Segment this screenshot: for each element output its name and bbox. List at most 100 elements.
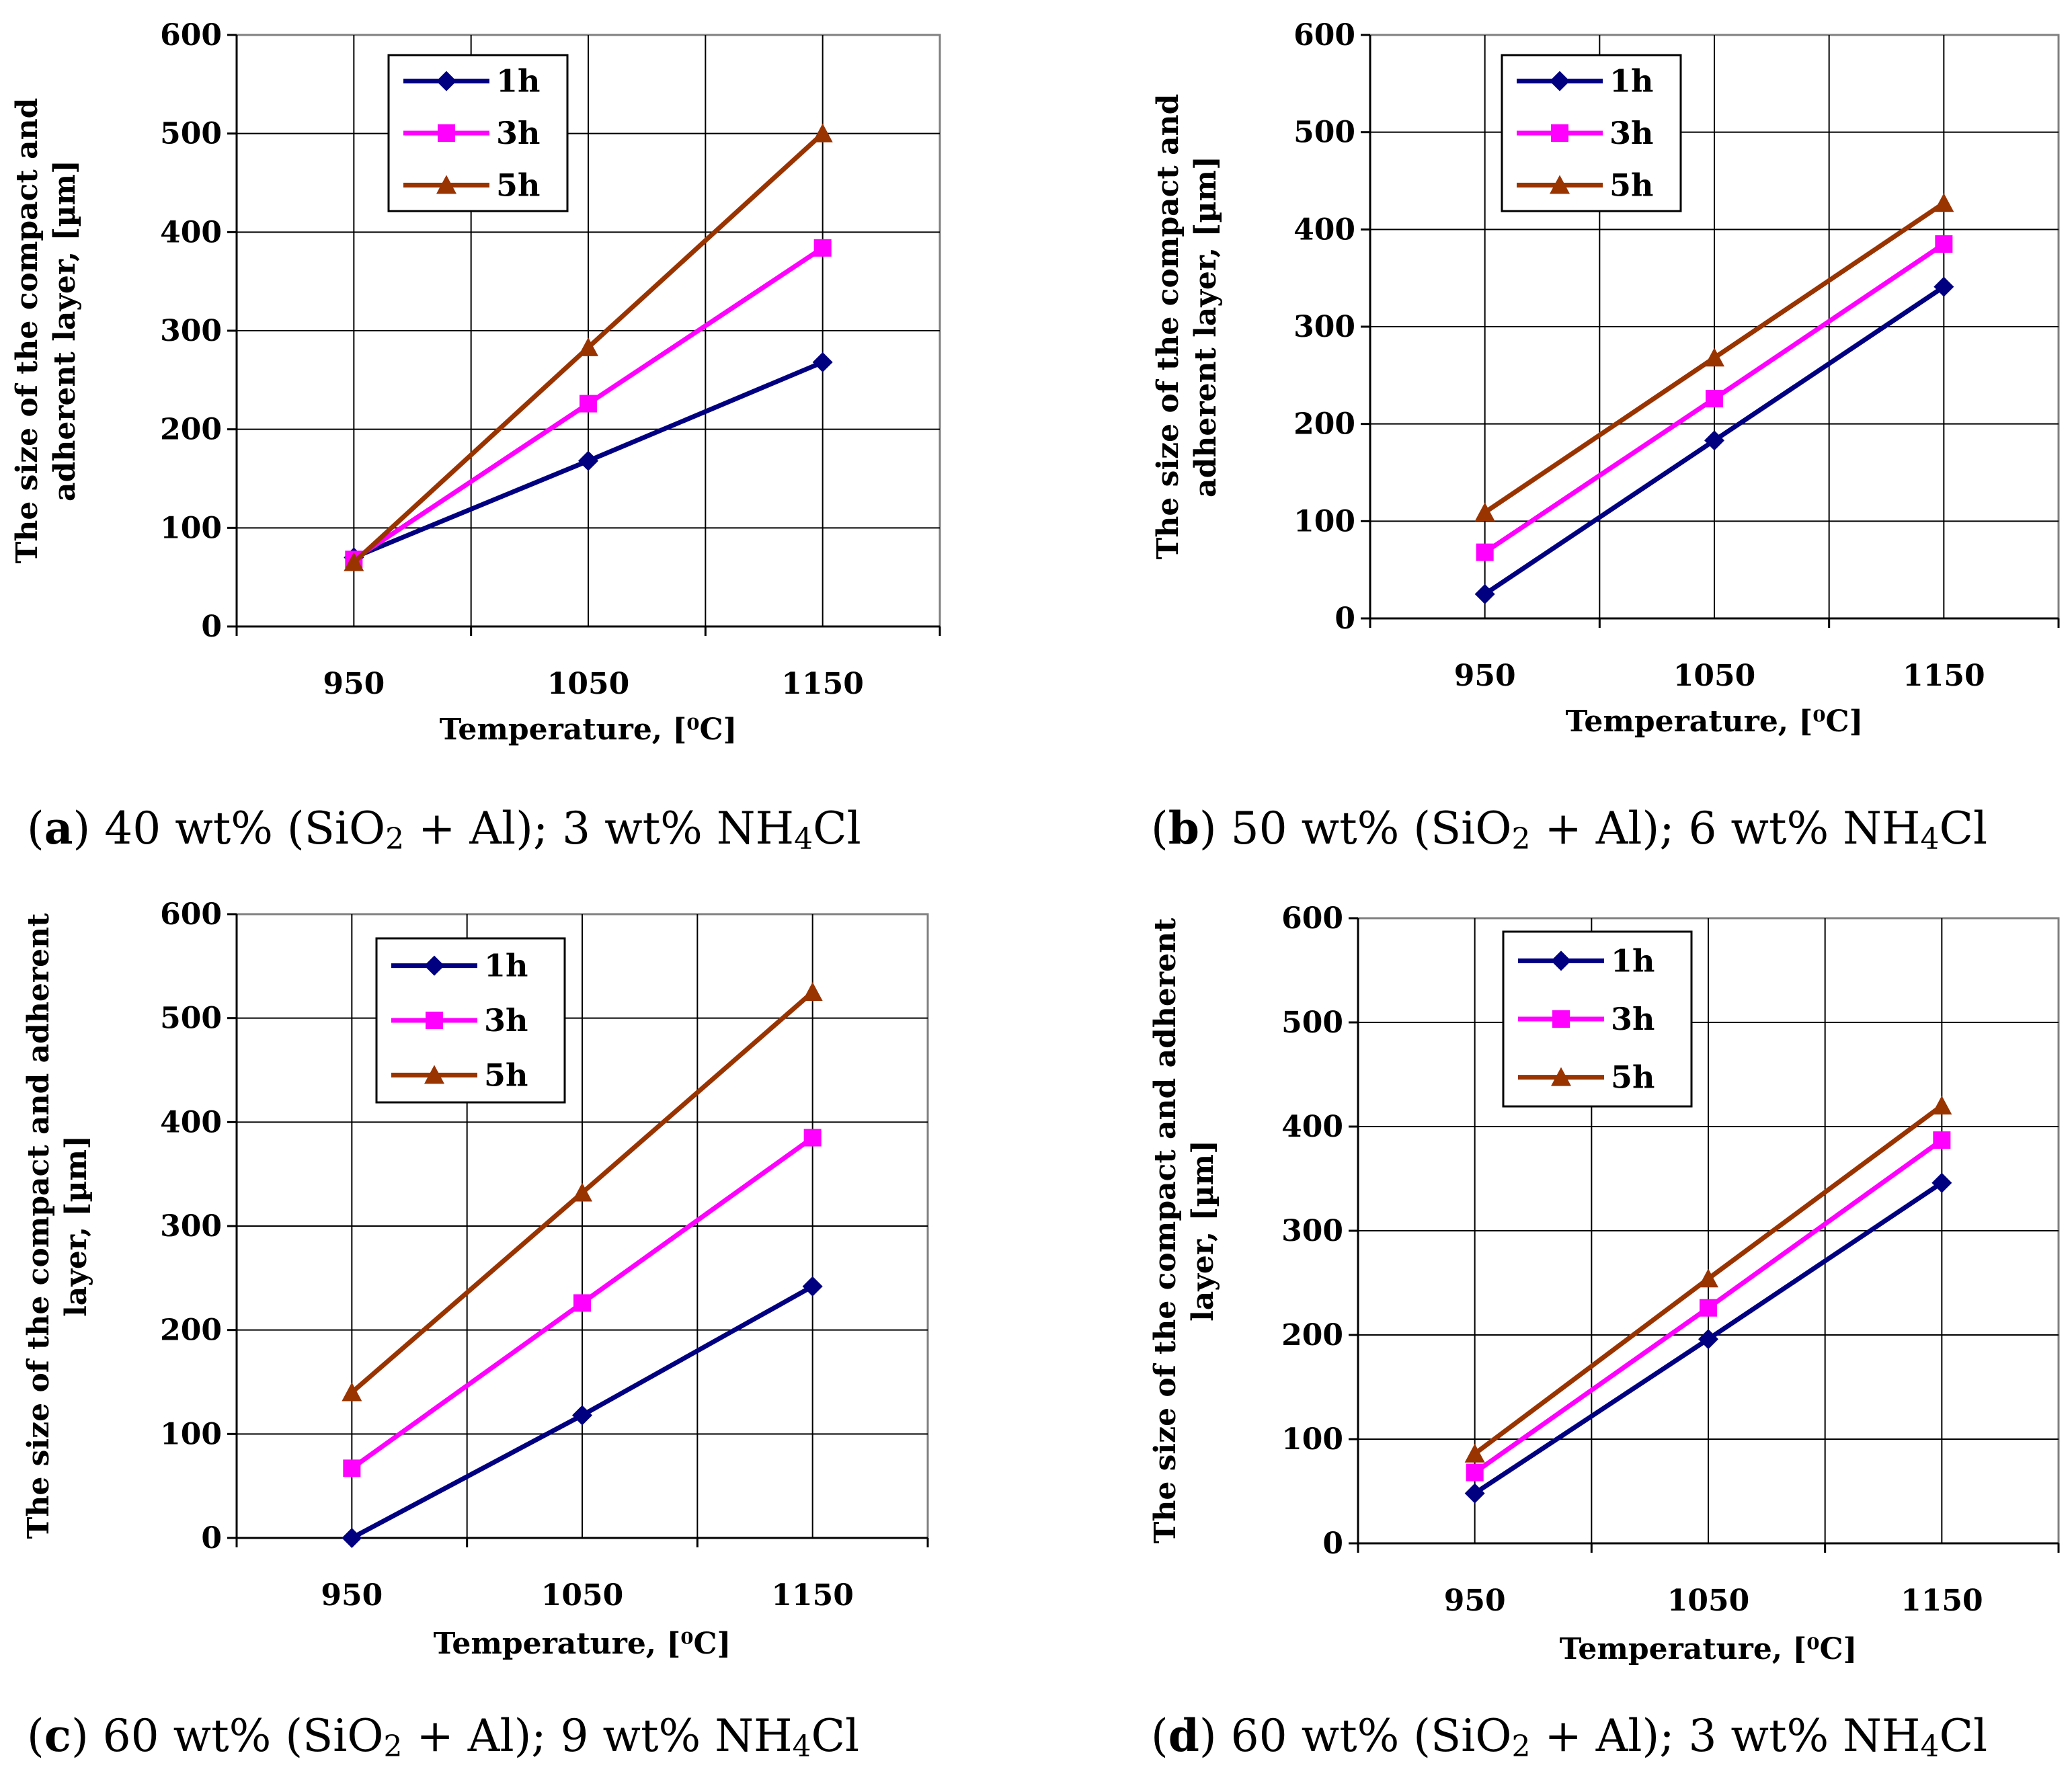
legend-label: 3h [1609,115,1653,151]
x-tick-label: 1150 [781,667,863,701]
data-point-5h [1698,1268,1718,1288]
data-point-5h [1464,1443,1485,1463]
y-tick-label: 300 [1281,1214,1343,1248]
y-tick-label: 200 [160,413,222,447]
data-point-1h [578,450,598,471]
y-tick-label: 500 [1293,116,1355,150]
data-point-5h [572,1182,592,1202]
caption-subscript: 2 [1512,1730,1531,1764]
y-tick-label: 0 [1334,602,1355,636]
data-point-5h [802,982,823,1001]
data-point-1h [1704,430,1724,451]
legend: 1h 3h 5h [387,54,569,212]
y-axis-title: The size of the compact and [1151,94,1185,560]
legend-marker [1550,71,1570,91]
data-point-5h [344,552,364,571]
legend-label: 1h [496,63,540,99]
data-point-5h [1931,1096,1952,1114]
y-axis-title: layer, [µm] [1186,1140,1220,1322]
legend-marker [436,71,456,91]
x-tick-label: 950 [323,667,385,701]
data-point-5h [1704,348,1724,367]
y-tick-label: 300 [160,1209,222,1244]
data-point-3h [573,1294,591,1312]
x-axis-title: Temperature, [⁰C] [1566,704,1864,739]
data-point-3h [1706,390,1723,408]
legend: 1h 3h 5h [1501,54,1682,212]
y-axis-title: adherent layer, [µm] [1189,156,1223,497]
caption-paren: ) [71,1710,89,1762]
x-axis-title: Temperature, [⁰C] [1560,1632,1858,1666]
series-5h [1474,193,1954,522]
legend-label: 5h [1611,1059,1655,1096]
caption-subscript: 2 [384,1730,403,1764]
caption-text: 50 wt% (SiO [1217,803,1512,854]
caption-subscript: 4 [1920,822,1939,856]
y-tick-label: 0 [201,610,222,644]
x-tick-label: 1050 [541,1578,623,1613]
caption-paren: ) [1199,803,1217,854]
caption-subscript: 4 [1920,1730,1939,1764]
legend-label: 1h [1611,942,1655,979]
caption-text: Cl [811,1710,860,1762]
data-point-5h [1934,193,1954,212]
caption-text: + Al); 3 wt% NH [1531,1710,1921,1762]
legend-label: 3h [1611,1001,1655,1037]
y-tick-label: 300 [1293,310,1355,344]
chart-panel-c: 0 100 200 300 400 500 600 950 1050 1150 1h 3h 5h Temp… [22,897,929,1764]
caption-text: 40 wt% (SiO [90,803,385,854]
y-tick-label: 200 [160,1313,222,1348]
legend-label: 3h [484,1002,528,1039]
caption-text: + Al); 3 wt% NH [404,803,794,854]
y-tick-label: 600 [160,897,222,932]
x-tick-label: 950 [1454,659,1516,693]
y-axis-title: The size of the compact and adherent [1148,918,1183,1543]
legend-marker [436,175,456,194]
legend: 1h 3h 5h [375,937,566,1104]
caption-paren: ( [27,803,44,854]
y-tick-label: 500 [160,117,222,151]
data-point-5h [342,1382,362,1401]
x-tick-label: 950 [1444,1584,1506,1618]
y-tick-label: 0 [201,1521,222,1555]
chart-panel-a: 0 100 200 300 400 500 600 950 1050 1150 1h 3h 5h Temp… [10,18,941,856]
caption-subscript: 2 [385,822,404,856]
caption-text: 60 wt% (SiO [1217,1710,1512,1762]
series-3h [1476,235,1953,561]
data-point-5h [1474,502,1495,522]
legend-label: 1h [484,948,528,984]
caption-letter: b [1168,802,1199,854]
data-point-5h [578,337,598,356]
panel-caption: (b) 50 wt% (SiO2 + Al); 6 wt% NH4Cl [1151,802,1987,856]
panel-caption: (a) 40 wt% (SiO2 + Al); 3 wt% NH4Cl [27,802,861,856]
x-axis-title: Temperature, [⁰C] [440,713,738,747]
caption-text: + Al); 6 wt% NH [1531,803,1921,854]
y-tick-label: 400 [160,1105,222,1139]
data-point-1h [1464,1483,1485,1504]
caption-letter: c [44,1709,71,1762]
data-point-1h [1931,1172,1952,1193]
y-tick-label: 100 [160,511,222,545]
series-5h [1464,1096,1952,1463]
y-tick-label: 100 [1281,1422,1343,1457]
legend-marker [424,955,444,976]
caption-paren: ) [1199,1710,1217,1762]
series-3h [1466,1131,1951,1481]
series-1h [1474,276,1954,604]
caption-text: Cl [813,803,861,854]
caption-paren: ( [1151,803,1168,854]
x-tick-label: 1150 [771,1578,853,1613]
data-point-1h [802,1276,823,1297]
caption-paren: ) [73,803,91,854]
y-tick-label: 0 [1322,1527,1343,1561]
y-tick-label: 200 [1293,407,1355,442]
y-axis-title: layer, [µm] [59,1135,93,1317]
series-5h [344,123,833,571]
legend-marker [1551,950,1571,971]
data-point-1h [342,1528,362,1548]
legend: 1h 3h 5h [1502,930,1693,1108]
caption-paren: ( [27,1710,44,1762]
y-tick-label: 600 [160,18,222,52]
y-tick-label: 100 [1293,504,1355,538]
